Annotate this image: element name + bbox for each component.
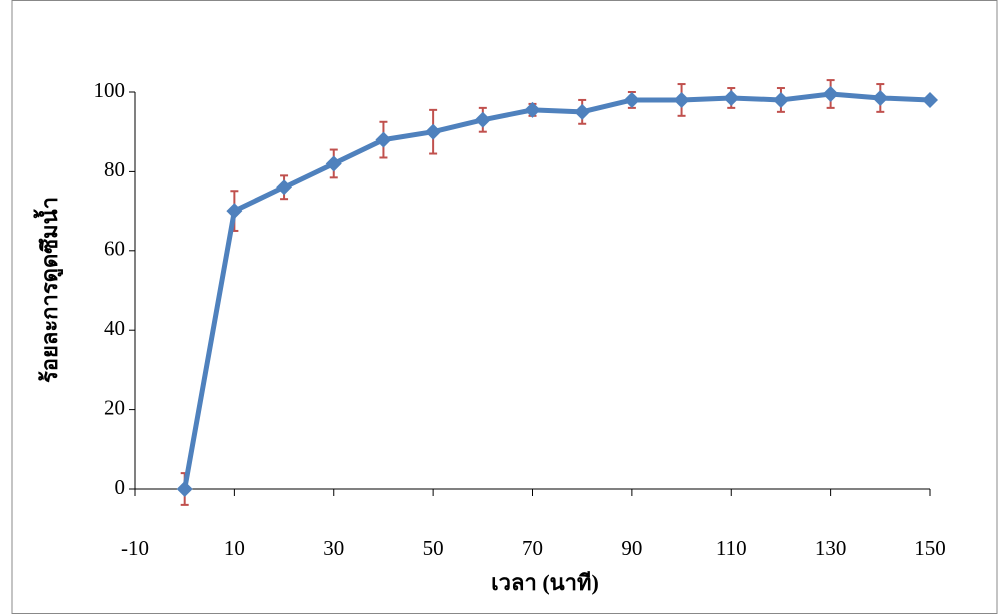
marker — [723, 89, 740, 106]
marker — [524, 101, 541, 118]
x-tick-label: 110 — [716, 536, 747, 560]
y-tick-label: 60 — [104, 237, 125, 261]
x-tick-label: 70 — [522, 536, 543, 560]
x-tick-label: 130 — [815, 536, 847, 560]
y-tick-label: 40 — [104, 316, 125, 340]
marker — [425, 123, 442, 140]
x-tick-label: 10 — [224, 536, 245, 560]
x-tick-label: 50 — [423, 536, 444, 560]
marker — [325, 155, 342, 172]
marker — [772, 91, 789, 108]
x-tick-label: 150 — [914, 536, 946, 560]
marker — [673, 91, 690, 108]
marker — [375, 131, 392, 148]
marker — [176, 481, 193, 497]
y-tick-label: 80 — [104, 157, 125, 181]
y-tick-label: 0 — [115, 475, 126, 499]
marker — [872, 89, 889, 106]
chart-frame — [11, 0, 998, 614]
x-axis-title: เวลา (นาที) — [491, 570, 599, 595]
marker — [474, 111, 491, 128]
y-tick-label: 100 — [94, 78, 126, 102]
marker — [822, 85, 839, 102]
marker — [226, 203, 243, 220]
data-line — [182, 91, 931, 490]
marker — [623, 91, 640, 108]
x-tick-label: 30 — [323, 536, 344, 560]
marker — [276, 179, 293, 196]
x-tick-label: -10 — [121, 536, 149, 560]
y-axis-title: ร้อยละการดูดซึมน้ำ — [33, 197, 64, 383]
y-tick-label: 20 — [104, 395, 125, 419]
marker — [574, 103, 591, 120]
marker — [922, 91, 938, 108]
x-tick-label: 90 — [621, 536, 642, 560]
